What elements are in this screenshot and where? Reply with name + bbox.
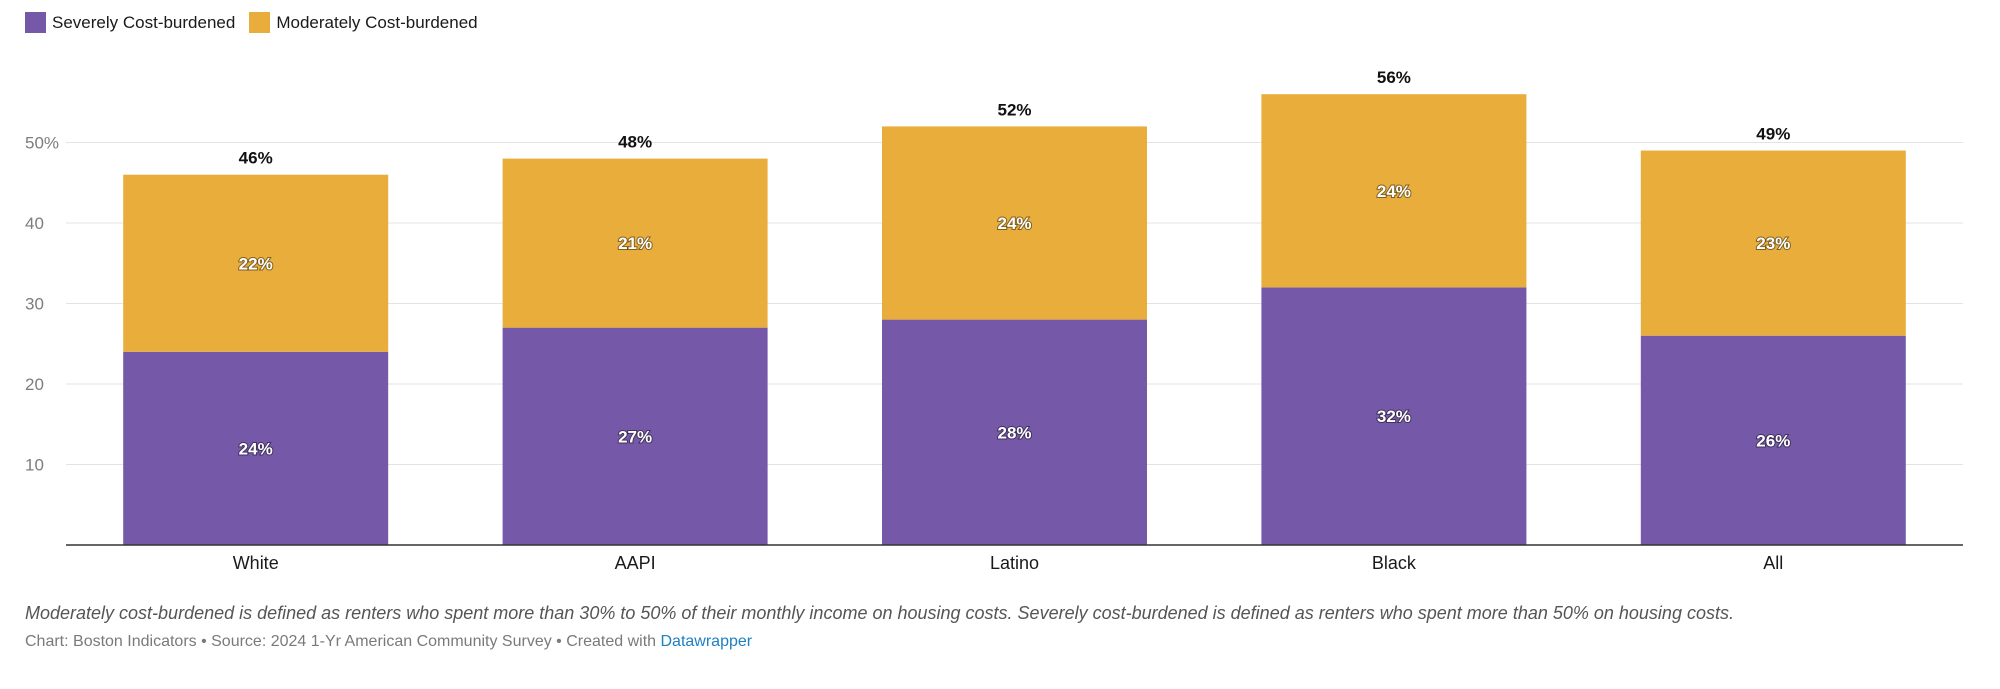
legend-item-severe[interactable]: Severely Cost-burdened: [25, 12, 235, 33]
y-tick-label-50: 50%: [25, 134, 59, 153]
bar-label-all-moderate: 23%: [1756, 234, 1790, 253]
legend: Severely Cost-burdened Moderately Cost-b…: [25, 12, 478, 33]
bar-all-moderate[interactable]: [1640, 150, 1906, 336]
bar-white-severe[interactable]: [123, 351, 389, 545]
chart-footer: Chart: Boston Indicators • Source: 2024 …: [25, 633, 752, 651]
bar-label-black-severe: 32%: [1377, 407, 1411, 426]
bar-latino-moderate[interactable]: [882, 126, 1147, 320]
footer-source: Chart: Boston Indicators • Source: 2024 …: [25, 633, 661, 650]
legend-item-moderate[interactable]: Moderately Cost-burdened: [249, 12, 478, 33]
bar-white-moderate[interactable]: [123, 174, 389, 352]
x-label-white: White: [233, 553, 279, 573]
bar-label-aapi-moderate: 21%: [618, 234, 652, 253]
total-label-white: 46%: [239, 149, 273, 168]
bar-label-latino-severe: 28%: [997, 423, 1031, 442]
bar-aapi-moderate[interactable]: [502, 158, 768, 328]
bar-label-white-severe: 24%: [239, 439, 273, 458]
legend-label-severe: Severely Cost-burdened: [52, 12, 236, 32]
bar-label-latino-moderate: 24%: [997, 214, 1031, 233]
total-label-latino: 52%: [997, 100, 1031, 119]
datawrapper-link[interactable]: Datawrapper: [660, 633, 753, 650]
bar-aapi-severe[interactable]: [502, 327, 768, 545]
bar-black-severe[interactable]: [1261, 287, 1527, 545]
bar-label-all-severe: 26%: [1756, 431, 1790, 450]
y-tick-label-10: 10: [25, 456, 44, 475]
chart-notes: Moderately cost-burdened is defined as r…: [25, 603, 1734, 623]
x-label-black: Black: [1372, 553, 1417, 573]
stacked-bar-chart: 10 20 30 40 50% 24% 22% 46% White 27% 21% 48% AAPI 28…: [25, 68, 1963, 573]
legend-label-moderate: Moderately Cost-burdened: [276, 12, 478, 32]
x-label-aapi: AAPI: [615, 553, 656, 573]
y-tick-label-20: 20: [25, 375, 44, 394]
total-label-aapi: 48%: [618, 133, 652, 152]
bar-all-severe[interactable]: [1640, 335, 1906, 545]
y-tick-label-30: 30: [25, 295, 44, 314]
y-tick-label-40: 40: [25, 214, 44, 233]
legend-swatch-severe: [25, 12, 46, 33]
total-label-all: 49%: [1756, 125, 1790, 144]
x-label-all: All: [1763, 553, 1783, 573]
bar-label-black-moderate: 24%: [1377, 182, 1411, 201]
x-label-latino: Latino: [990, 553, 1039, 573]
bar-black-moderate[interactable]: [1261, 94, 1527, 288]
bar-label-aapi-severe: 27%: [618, 427, 652, 446]
bar-label-white-moderate: 22%: [239, 254, 273, 273]
legend-swatch-moderate: [249, 12, 271, 33]
bar-latino-severe[interactable]: [882, 319, 1147, 545]
total-label-black: 56%: [1377, 68, 1411, 87]
